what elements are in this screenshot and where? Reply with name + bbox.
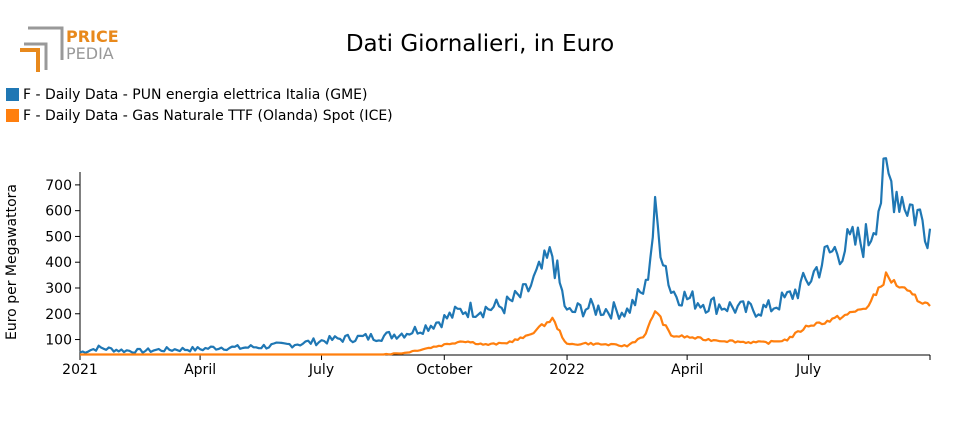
y-tick-label: 300 <box>45 281 72 297</box>
y-tick-label: 100 <box>45 333 72 349</box>
logo-word-1: PRICE <box>66 27 119 46</box>
legend-swatch-ttf <box>6 109 19 122</box>
y-tick-label: 500 <box>45 229 72 245</box>
chart-title: Dati Giornalieri, in Euro <box>345 31 615 57</box>
legend-item-pun[interactable]: F - Daily Data - PUN energia elettrica I… <box>6 84 393 105</box>
chart-lines <box>79 157 932 356</box>
pricepedia-logo-mark: PRICE PEDIA <box>20 26 119 72</box>
legend-label-ttf: F - Daily Data - Gas Naturale TTF (Oland… <box>23 107 393 124</box>
legend-swatch-pun <box>6 88 19 101</box>
y-tick-label: 700 <box>45 178 72 194</box>
chart-legend: F - Daily Data - PUN energia elettrica I… <box>6 84 393 126</box>
y-axis-label: Euro per Megawattora <box>4 184 20 340</box>
legend-label-pun: F - Daily Data - PUN energia elettrica I… <box>23 86 368 103</box>
y-tick-label: 400 <box>45 255 72 271</box>
x-tick-label: April <box>671 362 703 378</box>
x-tick-label: 2022 <box>549 362 585 378</box>
legend-item-ttf[interactable]: F - Daily Data - Gas Naturale TTF (Oland… <box>6 105 393 126</box>
x-tick-label: July <box>308 362 334 378</box>
series-line-pun <box>79 157 932 355</box>
pricepedia-logo: PRICE PEDIA <box>18 24 128 74</box>
chart-axes: 100 200 300 400 500 600 700 2021 April July Octobe… <box>45 172 931 378</box>
y-tick-label: 600 <box>45 204 72 220</box>
x-tick-label: October <box>416 362 472 378</box>
logo-word-2: PEDIA <box>66 44 114 63</box>
x-tick-label: July <box>795 362 821 378</box>
series-line-ttf <box>80 271 931 356</box>
x-tick-label: 2021 <box>62 362 98 378</box>
y-tick-label: 200 <box>45 307 72 323</box>
x-tick-label: April <box>184 362 216 378</box>
